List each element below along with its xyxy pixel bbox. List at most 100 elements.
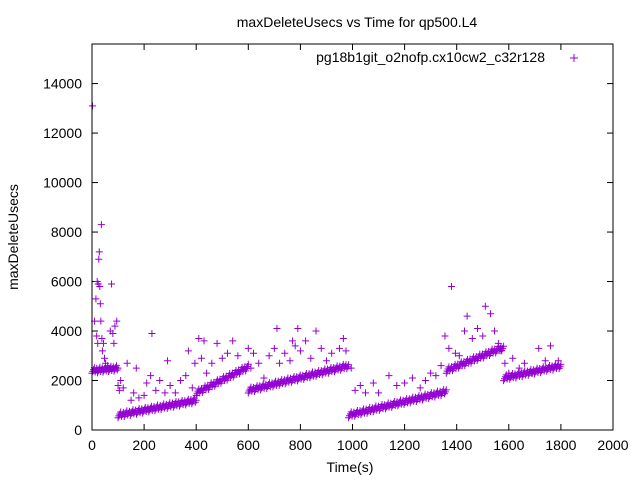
data-point	[546, 342, 554, 350]
data-point	[520, 359, 528, 367]
data-point	[184, 347, 192, 355]
data-point	[166, 381, 174, 389]
data-point	[441, 332, 449, 340]
data-point	[427, 369, 435, 377]
y-tick-label: 2000	[51, 373, 82, 389]
data-point	[114, 381, 122, 389]
data-point	[432, 372, 440, 380]
data-point	[98, 347, 106, 355]
data-point	[156, 377, 164, 385]
data-point	[500, 342, 508, 350]
data-point	[105, 368, 113, 376]
data-point	[127, 396, 135, 404]
y-tick-label: 4000	[51, 323, 82, 339]
x-tick-label: 1200	[389, 437, 420, 453]
data-point	[342, 347, 350, 355]
data-point	[554, 357, 562, 365]
data-point	[117, 377, 125, 385]
data-points	[88, 102, 565, 422]
data-point	[182, 372, 190, 380]
data-point	[421, 377, 429, 385]
data-point	[94, 369, 102, 377]
data-point	[265, 352, 273, 360]
x-tick-label: 1000	[337, 437, 368, 453]
data-point	[171, 389, 179, 397]
data-point	[92, 295, 100, 303]
data-point	[505, 369, 513, 377]
data-point	[115, 386, 123, 394]
data-point	[113, 366, 121, 374]
x-tick-label: 400	[185, 437, 209, 453]
data-point	[479, 332, 487, 340]
x-tick-label: 0	[88, 437, 96, 453]
data-point	[490, 327, 498, 335]
data-point	[291, 342, 299, 350]
data-point	[416, 384, 424, 392]
data-point	[195, 334, 203, 342]
data-point	[541, 357, 549, 365]
data-point	[93, 332, 101, 340]
data-point	[96, 282, 104, 290]
data-point	[375, 389, 383, 397]
data-point	[89, 102, 97, 110]
data-point	[273, 325, 281, 333]
data-point	[114, 364, 122, 372]
data-point	[197, 354, 205, 362]
data-point	[322, 357, 330, 365]
data-point	[191, 359, 199, 367]
axis-ticks: 0 200 400 600 800 1000 1200 1400 1600 1800 2000 0 20…	[43, 44, 629, 453]
data-point	[95, 248, 103, 256]
data-point	[260, 374, 268, 382]
x-tick-label: 1400	[441, 437, 472, 453]
data-point	[339, 334, 347, 342]
data-point	[177, 377, 185, 385]
data-point	[356, 381, 364, 389]
x-tick-label: 600	[237, 437, 261, 453]
data-point	[255, 359, 263, 367]
data-point	[369, 379, 377, 387]
data-point	[501, 359, 509, 367]
data-point	[247, 364, 255, 372]
data-point	[474, 325, 482, 333]
data-point	[385, 372, 393, 380]
data-point	[161, 389, 169, 397]
data-point	[437, 362, 445, 370]
data-point	[494, 339, 502, 347]
data-point	[445, 344, 453, 352]
x-tick-label: 200	[132, 437, 156, 453]
x-tick-label: 2000	[597, 437, 628, 453]
data-point	[294, 325, 302, 333]
data-point	[393, 381, 401, 389]
data-point	[140, 391, 148, 399]
data-point	[312, 327, 320, 335]
data-point	[455, 352, 463, 360]
y-tick-label: 8000	[51, 224, 82, 240]
data-point	[99, 339, 107, 347]
data-point	[98, 334, 106, 342]
y-tick-label: 14000	[43, 76, 82, 92]
plot-frame	[91, 43, 614, 431]
data-point	[108, 280, 116, 288]
data-point	[328, 349, 336, 357]
data-point	[307, 354, 315, 362]
data-point	[109, 330, 117, 337]
data-point	[362, 389, 370, 397]
data-point	[250, 349, 258, 357]
data-point	[119, 384, 127, 392]
data-point	[296, 347, 304, 355]
legend-marker	[570, 54, 578, 62]
data-point	[208, 359, 216, 367]
data-point	[442, 386, 450, 394]
data-point	[401, 379, 409, 387]
data-point	[152, 386, 160, 394]
data-point	[101, 354, 109, 362]
y-tick-label: 10000	[43, 175, 82, 191]
data-point	[276, 359, 284, 367]
data-point	[234, 352, 242, 360]
data-point	[223, 349, 231, 357]
legend-label: pg18b1git_o2nofp.cx10cw2_c32r128	[316, 49, 545, 65]
data-point	[123, 359, 131, 367]
data-point	[188, 384, 196, 392]
y-tick-label: 12000	[43, 125, 82, 141]
